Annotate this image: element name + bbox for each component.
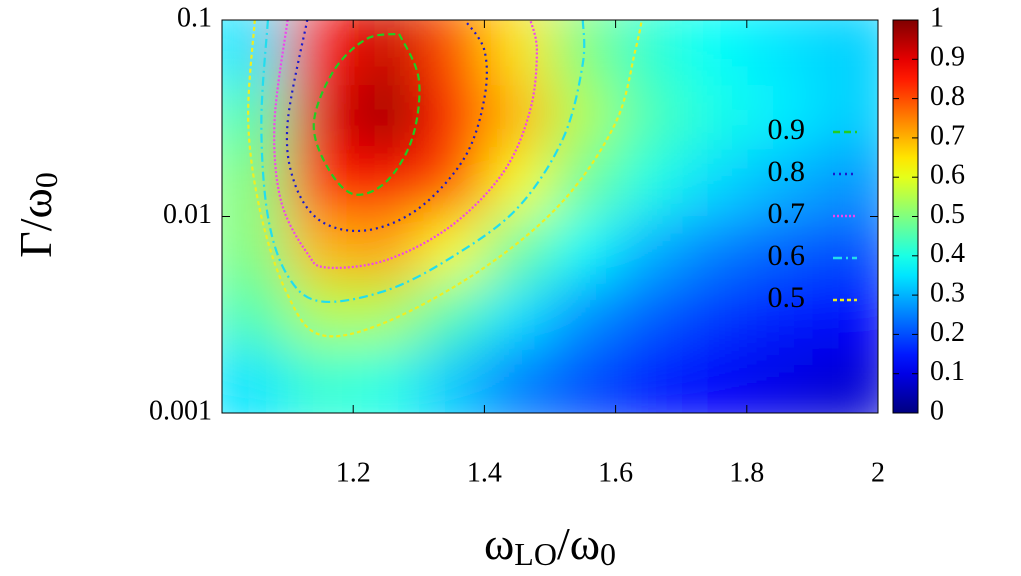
x-tick-label: 1.2 (336, 457, 371, 488)
x-tick-label: 1.4 (467, 457, 502, 488)
heatmap-cell (484, 85, 551, 151)
colorbar-tick-label: 0.3 (930, 278, 965, 309)
contour-line (260, 20, 586, 303)
contour-line (312, 32, 421, 196)
colorbar-tick-label: 0.8 (930, 81, 965, 112)
y-tick-label: 0.001 (149, 395, 212, 426)
y-label-part: Γ/ω (10, 188, 61, 258)
colorbar-tick-label: 0.1 (930, 356, 965, 387)
heatmap-cell (746, 149, 814, 216)
heatmap-cell (615, 346, 683, 413)
heatmap-cell (550, 346, 617, 413)
heatmap-cell (812, 281, 878, 347)
heatmap-cell (615, 20, 683, 87)
heatmap-cell (812, 85, 878, 151)
heatmap (222, 20, 878, 413)
heatmap-cell (287, 20, 355, 87)
legend-label: 0.6 (768, 239, 806, 272)
heatmap-cell (418, 85, 486, 151)
colorbar-tick-label: 0.2 (930, 317, 965, 348)
heatmap-cell (746, 281, 814, 347)
heatmap-cell (681, 346, 748, 413)
heatmap-cell (418, 281, 486, 347)
heatmap-cell (615, 217, 683, 283)
heatmap-cell (353, 281, 420, 347)
legend-label: 0.8 (768, 155, 806, 188)
heatmap-cell (222, 85, 289, 151)
heatmap-cell (418, 149, 486, 216)
y-label-part: 0 (28, 172, 64, 188)
heatmap-cell (615, 281, 683, 347)
heatmap-cell (681, 217, 748, 283)
heatmap-cell (746, 20, 814, 87)
colorbar-tick-label: 0.5 (930, 199, 965, 230)
heatmap-cell (484, 217, 551, 283)
heatmap-cell (222, 346, 289, 413)
heatmap-cell (222, 20, 289, 87)
x-tick-label: 1.6 (598, 457, 633, 488)
colorbar-tick-label: 0.7 (930, 120, 965, 151)
heatmap-cell (550, 281, 617, 347)
heatmap-cell (287, 217, 355, 283)
heatmap-cell (287, 149, 355, 216)
colorbar-tick-label: 0.4 (930, 238, 965, 269)
contour-line (273, 20, 538, 269)
heatmap-cell (746, 346, 814, 413)
legend-label: 0.5 (768, 281, 806, 314)
heatmap-cell (746, 85, 814, 151)
heatmap-cell (418, 346, 486, 413)
y-axis-label: Γ/ω0 (10, 172, 65, 258)
x-label-part: LO (514, 536, 557, 571)
heatmap-cell (287, 346, 355, 413)
y-tick-label: 0.01 (163, 199, 212, 230)
heatmap-cell (681, 85, 748, 151)
colorbar-tick-label: 1 (930, 2, 944, 33)
heatmap-cell (681, 149, 748, 216)
x-label-part: /ω (557, 518, 600, 569)
heatmap-cell (812, 346, 878, 413)
heatmap-cell (812, 20, 878, 87)
heatmap-cell (550, 217, 617, 283)
x-label-part: ω (484, 518, 514, 569)
contours (247, 20, 643, 338)
heatmap-cell (746, 217, 814, 283)
heatmap-cell (353, 85, 420, 151)
heatmap-cell (353, 346, 420, 413)
heatmap-cell (418, 217, 486, 283)
heatmap-cell (353, 20, 420, 87)
heatmap-cell (812, 217, 878, 283)
legend-label: 0.9 (768, 113, 806, 146)
heatmap-cells (222, 20, 878, 413)
heatmap-cell (418, 20, 486, 87)
heatmap-cell (550, 85, 617, 151)
heatmap-cell (681, 281, 748, 347)
heatmap-cell (812, 149, 878, 216)
heatmap-cell (353, 217, 420, 283)
heatmap-cell (681, 20, 748, 87)
legend-label: 0.7 (768, 197, 806, 230)
heatmap-cell (484, 281, 551, 347)
x-label-part: 0 (600, 536, 616, 571)
heatmap-cell (615, 85, 683, 151)
heatmap-cell (615, 149, 683, 216)
colorbar-tick-label: 0.6 (930, 160, 965, 191)
heatmap-cell (484, 20, 551, 87)
y-tick-label: 0.1 (177, 2, 212, 33)
x-tick-label: 2 (871, 457, 885, 488)
heatmap-cell (484, 149, 551, 216)
colorbar-tick-label: 0.9 (930, 42, 965, 73)
x-tick-label: 1.8 (729, 457, 764, 488)
heatmap-cell (222, 281, 289, 347)
colorbar-tick-label: 0 (930, 395, 944, 426)
contour-line (285, 20, 488, 233)
x-axis-label: ωLO/ω0 (484, 518, 616, 571)
contour-line (247, 20, 643, 338)
heatmap-cell (484, 346, 551, 413)
heatmap-cell (550, 149, 617, 216)
